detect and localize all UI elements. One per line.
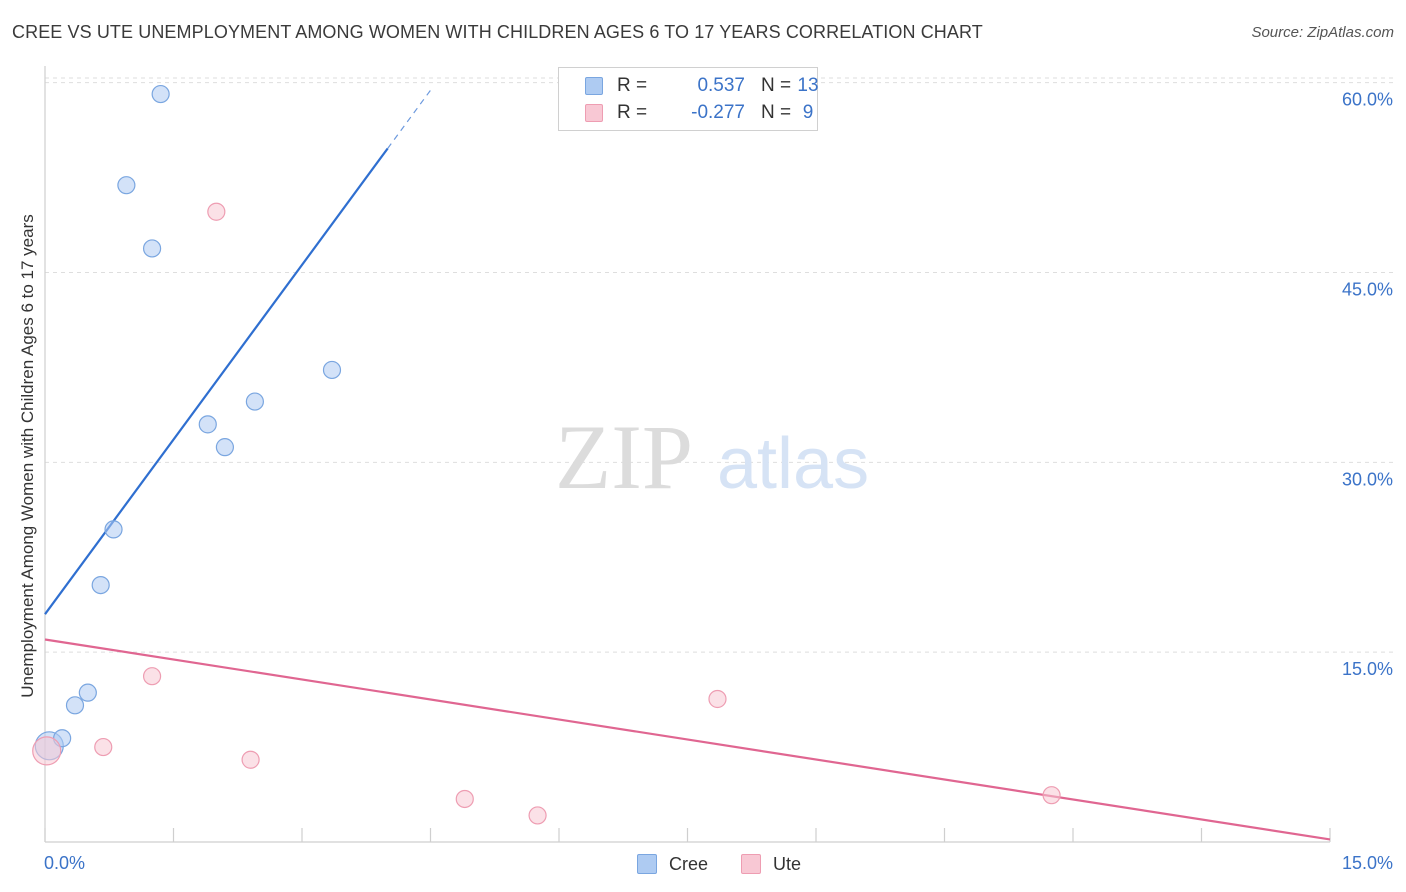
point-cree	[65, 696, 85, 715]
series-legend: Cree Ute	[0, 852, 1406, 876]
legend-n-value-cree: 13	[797, 75, 819, 96]
point-cree	[91, 575, 110, 595]
x-tick-label: 0.0%	[44, 853, 85, 873]
legend-n-label: N =	[761, 75, 792, 96]
point-ute	[94, 737, 113, 757]
point-cree	[245, 392, 264, 411]
point-ute	[1042, 786, 1061, 805]
legend-swatch-cree	[637, 854, 657, 874]
legend-r-value-ute: -0.277	[691, 102, 745, 123]
y-tick-label: 45.0%	[1342, 279, 1393, 299]
legend-label-cree: Cree	[669, 854, 709, 874]
trend-line-ute	[44, 638, 1331, 841]
legend-r-value-cree: 0.537	[697, 75, 745, 96]
data-points	[32, 84, 1061, 825]
tick-labels: 15.0% 30.0% 45.0% 60.0% 0.0% 15.0%	[44, 90, 1393, 873]
x-tick-label: 15.0%	[1342, 853, 1393, 873]
watermark: ZIP atlas	[555, 406, 869, 508]
legend-label-ute: Ute	[773, 854, 802, 874]
y-axis-label: Unemployment Among Women with Children A…	[18, 214, 37, 698]
point-ute	[207, 202, 226, 221]
point-cree	[78, 683, 97, 702]
legend-r-label: R =	[617, 75, 648, 96]
y-tick-label: 60.0%	[1342, 90, 1393, 110]
axes	[44, 66, 1331, 843]
point-cree	[198, 415, 217, 434]
point-cree	[215, 438, 234, 457]
point-cree	[104, 520, 123, 539]
point-ute	[142, 667, 162, 686]
point-ute	[455, 789, 474, 809]
point-ute	[528, 806, 547, 825]
y-tick-label: 30.0%	[1342, 469, 1393, 489]
trend-line-cree	[44, 147, 389, 615]
source-label: Source: ZipAtlas.com	[1251, 24, 1394, 41]
legend-r-label: R =	[617, 102, 648, 123]
trend-lines	[44, 89, 1331, 841]
legend-swatch-cree	[585, 77, 603, 95]
legend-n-label: N =	[761, 102, 792, 123]
trend-line-extension-cree	[387, 89, 431, 149]
point-ute	[32, 736, 62, 766]
point-cree	[117, 176, 136, 195]
point-cree	[322, 360, 342, 380]
point-ute	[241, 750, 260, 769]
legend-n-value-ute: 9	[802, 102, 814, 123]
chart-title: CREE VS UTE UNEMPLOYMENT AMONG WOMEN WIT…	[12, 22, 983, 42]
watermark-atlas: atlas	[717, 424, 869, 504]
point-ute	[708, 689, 727, 709]
gridlines	[45, 77, 1395, 653]
legend-swatch-ute	[585, 104, 603, 122]
watermark-zip: ZIP	[555, 406, 693, 508]
legend-swatch-ute	[741, 854, 761, 874]
y-tick-label: 15.0%	[1342, 659, 1393, 679]
point-cree	[142, 239, 162, 258]
correlation-legend: R = 0.537 N = 13 R = -0.277 N = 9	[558, 67, 819, 131]
point-cree	[151, 84, 170, 104]
